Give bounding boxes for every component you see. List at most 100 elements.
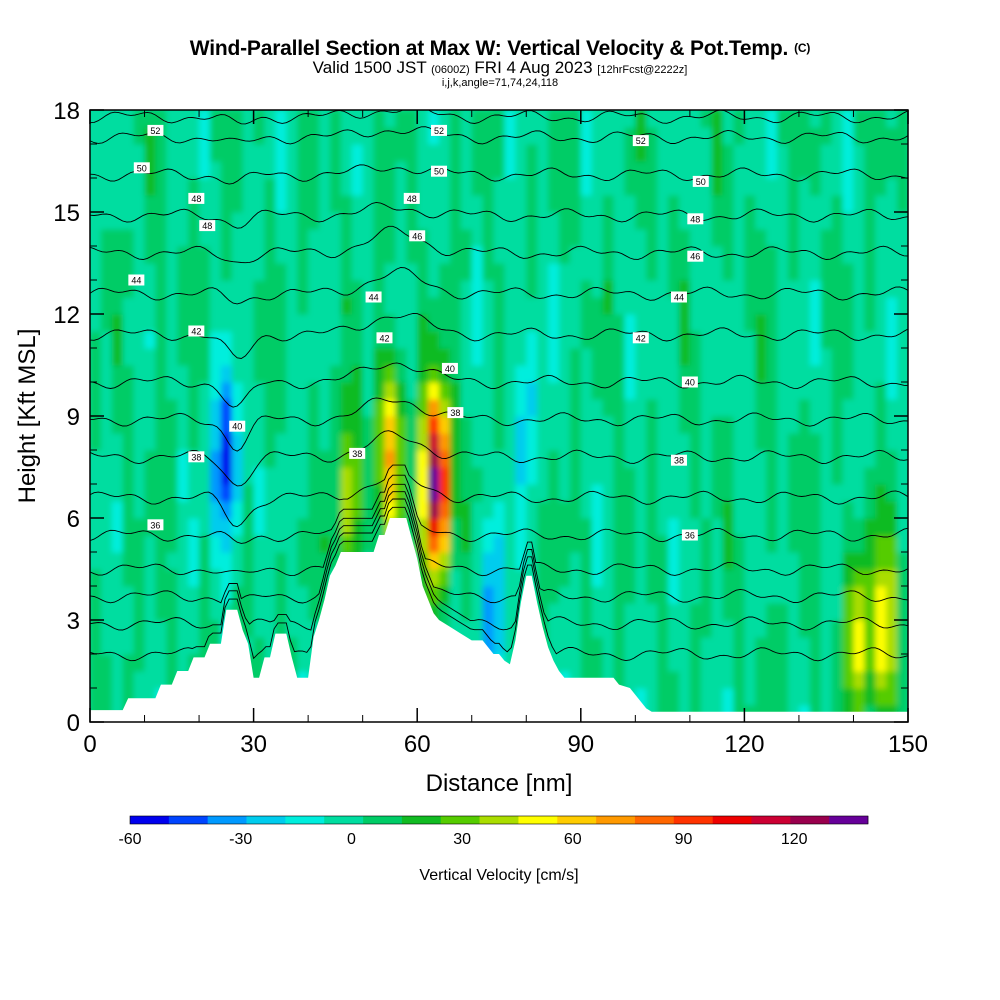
field-cell bbox=[90, 637, 102, 655]
field-cell bbox=[700, 620, 713, 638]
field-cell bbox=[329, 314, 342, 332]
field-cell bbox=[809, 450, 822, 468]
field-cell bbox=[428, 144, 440, 162]
field-cell bbox=[188, 518, 200, 536]
field-cell bbox=[635, 178, 647, 196]
field-cell bbox=[122, 280, 135, 298]
field-cell bbox=[788, 552, 800, 570]
field-cell bbox=[493, 263, 506, 281]
field-cell bbox=[766, 518, 778, 536]
field-cell bbox=[657, 501, 669, 519]
field-cell bbox=[875, 212, 887, 230]
field-cell bbox=[897, 246, 908, 264]
field-cell bbox=[569, 229, 582, 247]
field-cell bbox=[253, 229, 266, 247]
field-cell bbox=[199, 620, 211, 638]
isentrope-label-bg bbox=[670, 291, 687, 303]
field-cell bbox=[286, 246, 298, 264]
field-cell bbox=[90, 620, 102, 638]
field-cell bbox=[831, 569, 844, 587]
field-cell bbox=[897, 620, 908, 638]
field-cell bbox=[657, 365, 669, 383]
field-cell bbox=[755, 484, 767, 502]
isentrope-label-bg bbox=[376, 332, 393, 344]
field-cell bbox=[886, 518, 898, 536]
field-cell bbox=[166, 331, 178, 349]
field-cell bbox=[417, 178, 429, 196]
field-cell bbox=[733, 586, 745, 604]
field-cell bbox=[308, 110, 320, 128]
field-cell bbox=[319, 433, 331, 451]
field-cell bbox=[537, 263, 549, 281]
field-cell bbox=[886, 314, 898, 332]
field-cell bbox=[897, 263, 908, 281]
field-cell bbox=[504, 195, 516, 213]
field-cell bbox=[177, 416, 189, 434]
field-cell bbox=[133, 416, 146, 434]
field-cell bbox=[711, 229, 724, 247]
field-cell bbox=[875, 195, 887, 213]
field-cell bbox=[864, 331, 876, 349]
field-cell bbox=[657, 552, 669, 570]
field-cell bbox=[864, 365, 876, 383]
field-cell bbox=[231, 144, 244, 162]
field-cell bbox=[733, 399, 745, 417]
field-cell bbox=[668, 110, 680, 128]
field-cell bbox=[537, 433, 549, 451]
field-cell bbox=[133, 314, 146, 332]
field-cell bbox=[220, 382, 233, 400]
field-cell bbox=[209, 484, 222, 502]
field-cell bbox=[842, 246, 855, 264]
field-cell bbox=[777, 212, 789, 230]
field-cell bbox=[678, 416, 691, 434]
field-cell bbox=[504, 365, 516, 383]
field-cell bbox=[449, 297, 462, 315]
field-cell bbox=[678, 348, 691, 366]
field-cell bbox=[613, 603, 626, 621]
field-cell bbox=[242, 382, 255, 400]
field-cell bbox=[493, 586, 506, 604]
field-cell bbox=[842, 569, 855, 587]
field-cell bbox=[275, 195, 287, 213]
field-cell bbox=[788, 195, 800, 213]
field-cell bbox=[657, 620, 669, 638]
field-cell bbox=[700, 484, 713, 502]
field-cell bbox=[100, 620, 113, 638]
field-cell bbox=[144, 501, 157, 519]
forecast-tag: [12hrFcst@2222z] bbox=[597, 64, 688, 76]
field-cell bbox=[428, 246, 440, 264]
field-cell bbox=[351, 263, 364, 281]
field-cell bbox=[809, 654, 822, 672]
field-cell bbox=[635, 433, 647, 451]
field-cell bbox=[689, 314, 702, 332]
chart-title: Wind-Parallel Section at Max W: Vertical… bbox=[0, 37, 1000, 61]
field-cell bbox=[133, 671, 146, 689]
field-cell bbox=[809, 144, 822, 162]
field-cell bbox=[231, 450, 244, 468]
field-cell bbox=[340, 348, 353, 366]
field-cell bbox=[798, 161, 811, 179]
field-cell bbox=[395, 501, 407, 519]
field-cell bbox=[471, 212, 484, 230]
colorbar-tick-label: 0 bbox=[347, 831, 356, 848]
field-cell bbox=[831, 263, 844, 281]
isentrope-line bbox=[90, 225, 908, 264]
field-cell bbox=[166, 399, 178, 417]
field-cell bbox=[537, 297, 549, 315]
field-cell bbox=[122, 229, 135, 247]
field-cell bbox=[133, 586, 146, 604]
field-cell bbox=[275, 263, 287, 281]
field-cell bbox=[635, 229, 647, 247]
field-cell bbox=[199, 297, 211, 315]
field-cell bbox=[482, 603, 495, 621]
field-cell bbox=[798, 433, 811, 451]
field-cell bbox=[373, 297, 386, 315]
field-cell bbox=[635, 263, 647, 281]
field-cell bbox=[875, 535, 887, 553]
field-cell bbox=[482, 416, 495, 434]
field-cell bbox=[798, 518, 811, 536]
field-cell bbox=[362, 416, 375, 434]
field-cell bbox=[613, 671, 626, 689]
field-cell bbox=[624, 569, 636, 587]
field-cell bbox=[558, 382, 571, 400]
